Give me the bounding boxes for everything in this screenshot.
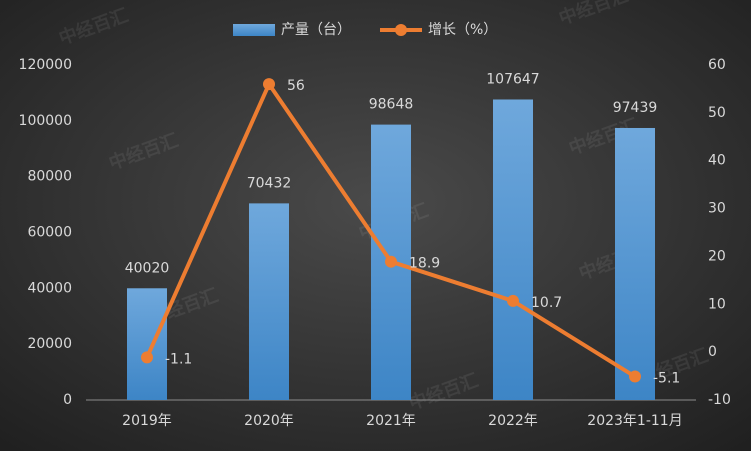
line-marker	[507, 294, 519, 307]
y-tick-label: 40000	[27, 280, 72, 296]
x-tick-label: 2021年	[366, 413, 416, 429]
bar	[493, 99, 533, 400]
y2-tick-label: 20	[708, 248, 726, 264]
x-tick-label: 2023年1-11月	[587, 413, 682, 429]
y2-tick-label: 50	[708, 105, 726, 121]
line-marker	[263, 78, 275, 91]
x-tick-label: 2020年	[244, 413, 294, 429]
y2-tick-label: 0	[708, 344, 717, 360]
bar	[249, 203, 289, 400]
bar-value-label: 98648	[369, 97, 414, 113]
line-value-label: -5.1	[653, 371, 680, 387]
y2-tick-label: 40	[708, 153, 726, 169]
bar	[615, 127, 655, 400]
y-tick-label: 80000	[27, 169, 72, 185]
line-value-label: 18.9	[409, 256, 440, 272]
line-marker	[141, 351, 153, 364]
legend-swatch	[395, 24, 407, 36]
y2-tick-label: 60	[708, 57, 726, 73]
line-value-label: 10.7	[531, 295, 562, 311]
y2-tick-label: 30	[708, 201, 726, 217]
legend-swatch	[233, 24, 275, 36]
bar-value-label: 40020	[125, 260, 170, 276]
line-value-label: 56	[287, 78, 305, 94]
bar	[127, 288, 167, 400]
y-tick-label: 20000	[27, 336, 72, 352]
line-value-label: -1.1	[165, 351, 192, 367]
y-tick-label: 60000	[27, 225, 72, 241]
x-tick-label: 2022年	[488, 413, 538, 429]
bar-value-label: 70432	[247, 175, 292, 191]
line-marker	[385, 255, 397, 268]
y-tick-label: 120000	[19, 57, 72, 73]
y2-tick-label: -10	[708, 392, 731, 408]
y-tick-label: 100000	[19, 113, 72, 129]
y-tick-label: 0	[63, 392, 72, 408]
bar-value-label: 97439	[613, 100, 658, 116]
line-marker	[629, 370, 641, 383]
legend-label: 增长（%）	[428, 22, 497, 38]
legend-label: 产量（台）	[281, 22, 351, 38]
x-tick-label: 2019年	[122, 413, 172, 429]
y2-tick-label: 10	[708, 296, 726, 312]
bar-value-label: 107647	[486, 71, 539, 87]
